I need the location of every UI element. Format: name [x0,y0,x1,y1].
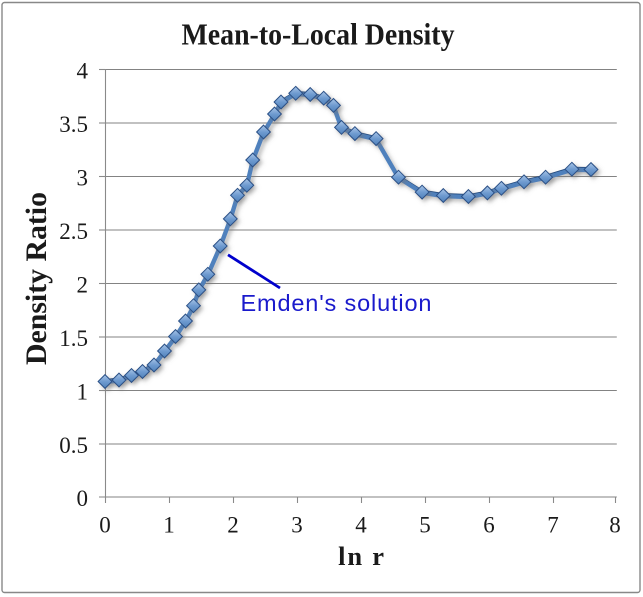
svg-text:Emden's solution: Emden's solution [241,290,433,316]
svg-text:7: 7 [547,513,559,538]
svg-text:3: 3 [291,513,303,538]
svg-text:0: 0 [99,513,111,538]
svg-text:5: 5 [419,513,431,538]
svg-text:4: 4 [355,513,367,538]
svg-text:3: 3 [77,166,89,191]
svg-text:3.5: 3.5 [59,112,88,137]
svg-text:1: 1 [77,380,89,405]
svg-text:ln r: ln r [338,541,386,571]
svg-text:1: 1 [163,513,175,538]
svg-text:6: 6 [483,513,495,538]
svg-text:4: 4 [77,59,89,84]
svg-text:2: 2 [77,273,89,298]
svg-text:Density Ratio: Density Ratio [21,192,53,365]
svg-text:Mean-to-Local Density: Mean-to-Local Density [182,17,455,52]
svg-text:0.5: 0.5 [59,433,88,458]
svg-text:0: 0 [77,486,89,511]
svg-text:2: 2 [227,513,239,538]
svg-text:2.5: 2.5 [59,219,88,244]
svg-text:1.5: 1.5 [59,326,88,351]
svg-text:8: 8 [609,513,621,538]
